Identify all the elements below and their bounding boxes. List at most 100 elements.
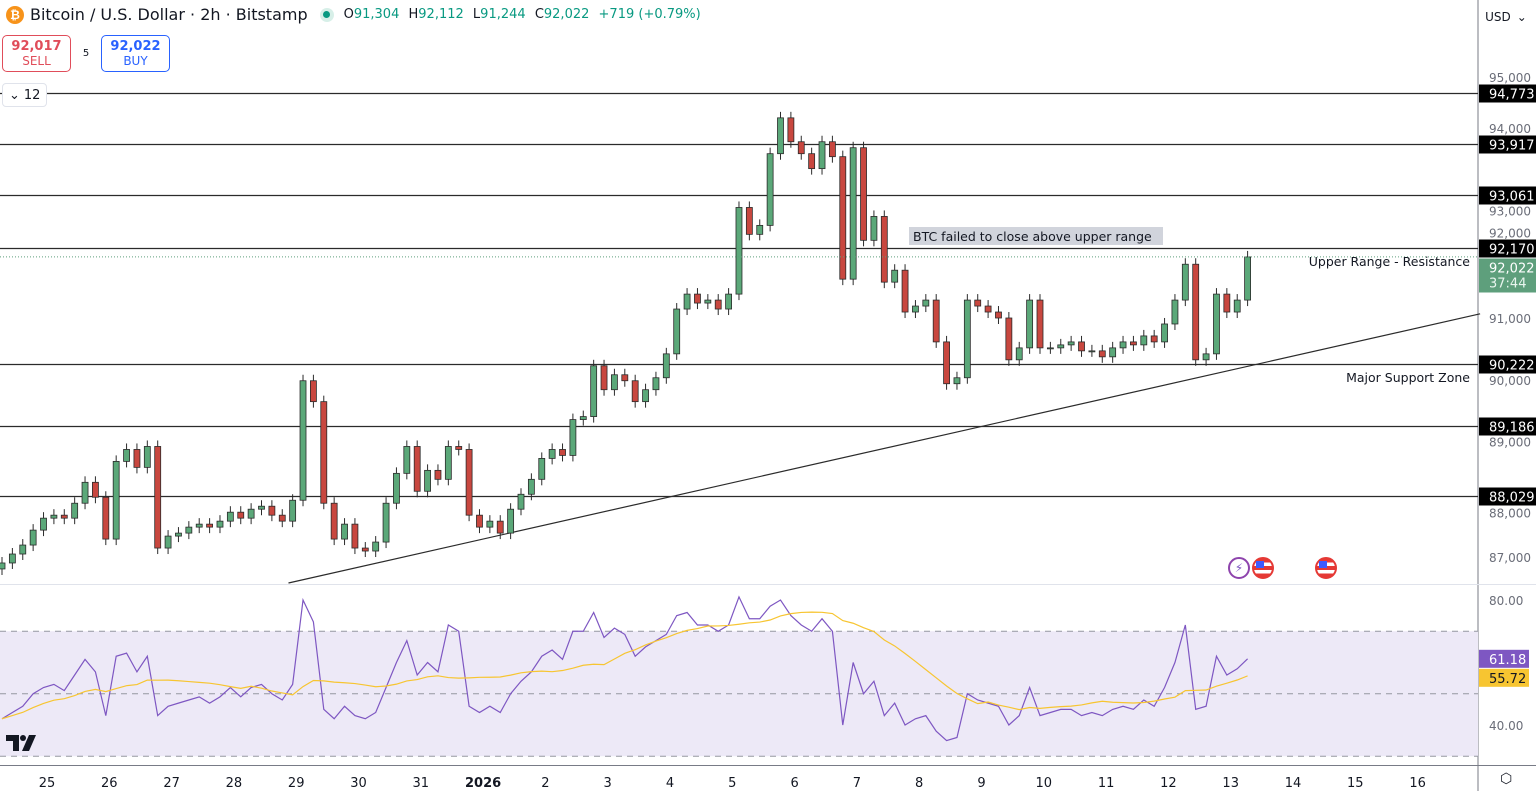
- candle: [538, 458, 546, 480]
- candle: [704, 299, 712, 304]
- candle: [548, 449, 556, 459]
- time-tick-label: 5: [728, 776, 736, 791]
- rsi-tick-label: 40.00: [1489, 719, 1523, 733]
- candle: [1067, 341, 1075, 346]
- time-tick-label: 27: [163, 776, 180, 791]
- candle: [372, 541, 380, 552]
- settings-icon[interactable]: ⬡: [1500, 771, 1513, 787]
- indicators-count: 12: [23, 87, 41, 103]
- candle: [320, 401, 328, 504]
- trade-panel: 92,017 SELL 5 92,022 BUY: [2, 35, 170, 72]
- candle: [787, 117, 795, 143]
- price-tick-label: 88,000: [1489, 506, 1531, 520]
- candle: [112, 460, 120, 540]
- candle: [662, 353, 670, 379]
- candle: [1171, 299, 1179, 325]
- candle: [808, 153, 816, 170]
- candle: [932, 299, 940, 343]
- candle: [527, 478, 535, 495]
- low-label: L: [472, 7, 481, 22]
- candle: [870, 216, 878, 241]
- candle: [1130, 341, 1137, 346]
- candle: [1036, 299, 1044, 349]
- candle: [92, 481, 99, 498]
- candle: [195, 523, 203, 528]
- rsi-value-label-bg: [1479, 649, 1529, 668]
- candle: [818, 141, 826, 170]
- annotation-upper-range: Upper Range - Resistance: [1309, 254, 1471, 269]
- us-economic-event-icon[interactable]: [1315, 557, 1337, 579]
- bar-countdown-label: 37:44: [1489, 277, 1526, 292]
- annotation-support-zone: Major Support Zone: [1346, 370, 1470, 385]
- time-tick-label: 14: [1285, 776, 1302, 791]
- candle: [652, 377, 660, 391]
- candle: [268, 505, 276, 516]
- candle: [309, 380, 317, 403]
- time-tick-label: 10: [1036, 776, 1053, 791]
- candle: [745, 207, 753, 235]
- time-tick-label: 6: [790, 776, 798, 791]
- candle: [901, 269, 909, 313]
- candle: [8, 553, 16, 564]
- candle: [590, 365, 598, 417]
- rsi-ma-label-bg: [1479, 668, 1529, 687]
- price-tick-label: 91,000: [1489, 312, 1531, 326]
- price-tick-label: 87,000: [1489, 551, 1531, 565]
- level-price-label: 88,029: [1489, 491, 1535, 506]
- time-tick-label: 25: [39, 776, 56, 791]
- candle: [247, 508, 255, 519]
- sell-button[interactable]: 92,017 SELL: [2, 35, 71, 72]
- candle: [1026, 299, 1034, 349]
- rsi-line: [1, 595, 1249, 742]
- buy-price: 92,022: [110, 38, 161, 54]
- candle: [1005, 317, 1013, 361]
- time-tick-label: 29: [288, 776, 305, 791]
- time-tick-label: 11: [1098, 776, 1115, 791]
- buy-button[interactable]: 92,022 BUY: [101, 35, 170, 72]
- time-tick-label: 31: [413, 776, 430, 791]
- candle: [29, 529, 37, 546]
- level-price-label-bg: [1479, 239, 1536, 258]
- candle: [403, 446, 411, 474]
- candle: [330, 502, 338, 540]
- candle: [455, 446, 463, 450]
- event-flash-icon[interactable]: ⚡: [1228, 557, 1250, 579]
- indicators-toggle-button[interactable]: ⌄ 12: [2, 83, 48, 107]
- sell-price: 92,017: [11, 38, 62, 54]
- candle: [1015, 347, 1023, 361]
- trendline: [288, 313, 1481, 584]
- candle: [1213, 293, 1220, 355]
- candle: [351, 523, 359, 549]
- candle: [517, 493, 525, 510]
- candle: [880, 216, 888, 283]
- level-price-label-bg: [1479, 186, 1536, 205]
- high-value: 92,112: [418, 7, 464, 22]
- price-tick-label: 93,000: [1489, 205, 1531, 219]
- candle: [1140, 335, 1148, 346]
- currency-dropdown[interactable]: USD ⌄: [1481, 4, 1531, 30]
- candle: [1181, 263, 1189, 301]
- candle: [1088, 350, 1096, 353]
- candle: [0, 562, 6, 570]
- level-price-label-bg: [1479, 487, 1536, 506]
- tradingview-logo: [6, 732, 40, 756]
- candle: [1223, 293, 1231, 313]
- time-tick-label: 12: [1160, 776, 1177, 791]
- level-price-label-bg: [1479, 355, 1536, 374]
- candle: [1098, 350, 1106, 358]
- candle: [382, 502, 390, 543]
- time-tick-label: 30: [350, 776, 367, 791]
- candle: [995, 311, 1002, 319]
- currency-value: USD: [1485, 10, 1511, 24]
- candle: [725, 293, 732, 310]
- candle: [579, 416, 587, 420]
- symbol-title[interactable]: Bitcoin / U.S. Dollar · 2h · Bitstamp: [30, 5, 308, 24]
- candle: [714, 299, 722, 310]
- candle: [797, 141, 805, 155]
- candle: [278, 514, 286, 522]
- candle: [216, 520, 224, 528]
- buy-label: BUY: [123, 53, 148, 68]
- ohlc-values: O91,304 H92,112 L91,244 C92,022 +719 (+0…: [344, 7, 706, 22]
- us-economic-event-icon[interactable]: [1252, 557, 1274, 579]
